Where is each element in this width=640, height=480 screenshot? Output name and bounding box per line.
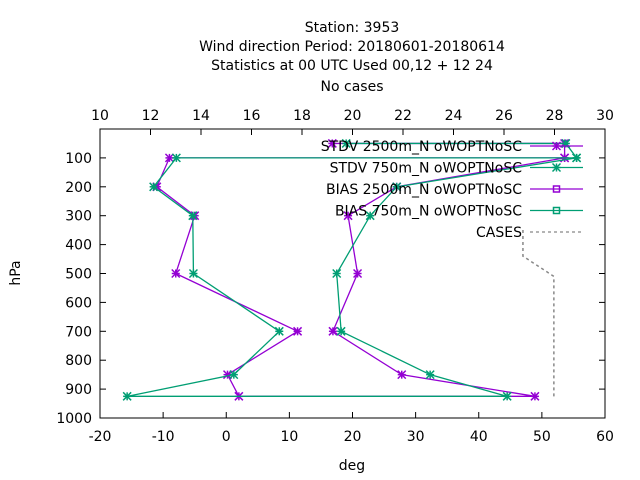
- data-point: [188, 268, 198, 279]
- legend-label: BIAS 2500m_N oWOPTNoSC: [326, 182, 522, 198]
- legend: STDV 2500m_N oWOPTNoSC STDV 750m_N oWOPTN…: [321, 139, 583, 241]
- y-tick-label: 700: [65, 324, 92, 340]
- y-tick-label: 900: [65, 382, 92, 398]
- x2-tick-label: 28: [546, 108, 564, 124]
- x-axis-label: deg: [339, 458, 365, 474]
- data-point: [392, 182, 402, 192]
- data-point: [397, 370, 407, 380]
- data-point: [122, 391, 132, 401]
- x-tick-label: 30: [407, 429, 425, 445]
- legend-label: STDV 2500m_N oWOPTNoSC: [321, 139, 523, 155]
- data-point: [341, 138, 351, 148]
- data-point: [332, 268, 342, 279]
- x-tick-label: 0: [222, 429, 231, 445]
- legend-label: BIAS 750m_N oWOPTNoSC: [335, 204, 522, 220]
- legend-label: STDV 750m_N oWOPTNoSC: [330, 161, 523, 177]
- y-tick-label: 500: [65, 267, 92, 283]
- x2-tick-label: 26: [495, 108, 513, 124]
- data-point: [552, 185, 561, 193]
- series-0: [152, 138, 570, 401]
- chart-title-line-4: No cases: [321, 79, 384, 95]
- data-point: [572, 153, 582, 163]
- data-point: [551, 141, 562, 151]
- x2-tick-label: 22: [394, 108, 412, 124]
- series-layer: [122, 138, 582, 401]
- data-point: [502, 391, 512, 401]
- x2-tick-label: 14: [192, 108, 210, 124]
- data-point: [149, 182, 159, 192]
- x2-tick-label: 12: [142, 108, 160, 124]
- data-point: [551, 162, 562, 173]
- x-tick-label: 10: [280, 429, 298, 445]
- data-point: [343, 211, 353, 221]
- x2-tick-label: 20: [344, 108, 362, 124]
- data-point: [188, 211, 198, 221]
- series-1: [122, 138, 582, 401]
- data-point: [552, 206, 561, 215]
- x-tick-label: -10: [152, 429, 175, 445]
- data-point: [328, 326, 338, 336]
- data-point: [425, 370, 435, 380]
- x2-tick-label: 10: [91, 108, 109, 124]
- data-point: [171, 268, 181, 279]
- y-tick-label: 200: [65, 180, 92, 196]
- y-tick-label: 800: [65, 353, 92, 369]
- y-axis-label: hPa: [8, 260, 24, 285]
- data-point: [327, 138, 337, 148]
- chart-title-line-2: Wind direction Period: 20180601-20180614: [199, 39, 505, 55]
- data-point: [229, 370, 239, 380]
- y-tick-label: 1000: [56, 411, 92, 427]
- chart-title-line-1: Station: 3953: [305, 20, 400, 36]
- x2-tick-label: 18: [293, 108, 311, 124]
- x2-tick-label: 24: [445, 108, 463, 124]
- data-point: [164, 153, 174, 163]
- data-point: [530, 391, 540, 401]
- x-axis-ticks: -20 -10 0 10 20 30 40 50 60: [89, 412, 614, 445]
- data-point: [293, 326, 303, 336]
- x-tick-label: 40: [470, 429, 488, 445]
- x2-axis-ticks: 10 12 14 16 18 20 22 24 26 28 30: [91, 108, 614, 135]
- x-tick-label: 50: [533, 429, 551, 445]
- series-line: [522, 227, 555, 397]
- x-tick-label: 60: [596, 429, 614, 445]
- x-tick-label: 20: [344, 429, 362, 445]
- y-tick-label: 100: [65, 151, 92, 167]
- y-axis-ticks: 100 200 300 400 500 600 700 800 900 1000: [56, 151, 605, 427]
- x-tick-label: -20: [89, 429, 112, 445]
- x2-tick-label: 16: [243, 108, 261, 124]
- data-point: [365, 211, 375, 221]
- data-point: [336, 326, 346, 336]
- data-point: [353, 268, 363, 279]
- legend-label: CASES: [476, 225, 522, 241]
- data-point: [171, 153, 181, 163]
- x2-tick-label: 30: [596, 108, 614, 124]
- chart-title-line-3: Statistics at 00 UTC Used 00,12 + 12 24: [211, 58, 493, 74]
- data-point: [274, 326, 284, 336]
- series-4: [522, 227, 555, 397]
- y-tick-label: 300: [65, 209, 92, 225]
- y-tick-label: 400: [65, 238, 92, 254]
- y-tick-label: 600: [65, 295, 92, 311]
